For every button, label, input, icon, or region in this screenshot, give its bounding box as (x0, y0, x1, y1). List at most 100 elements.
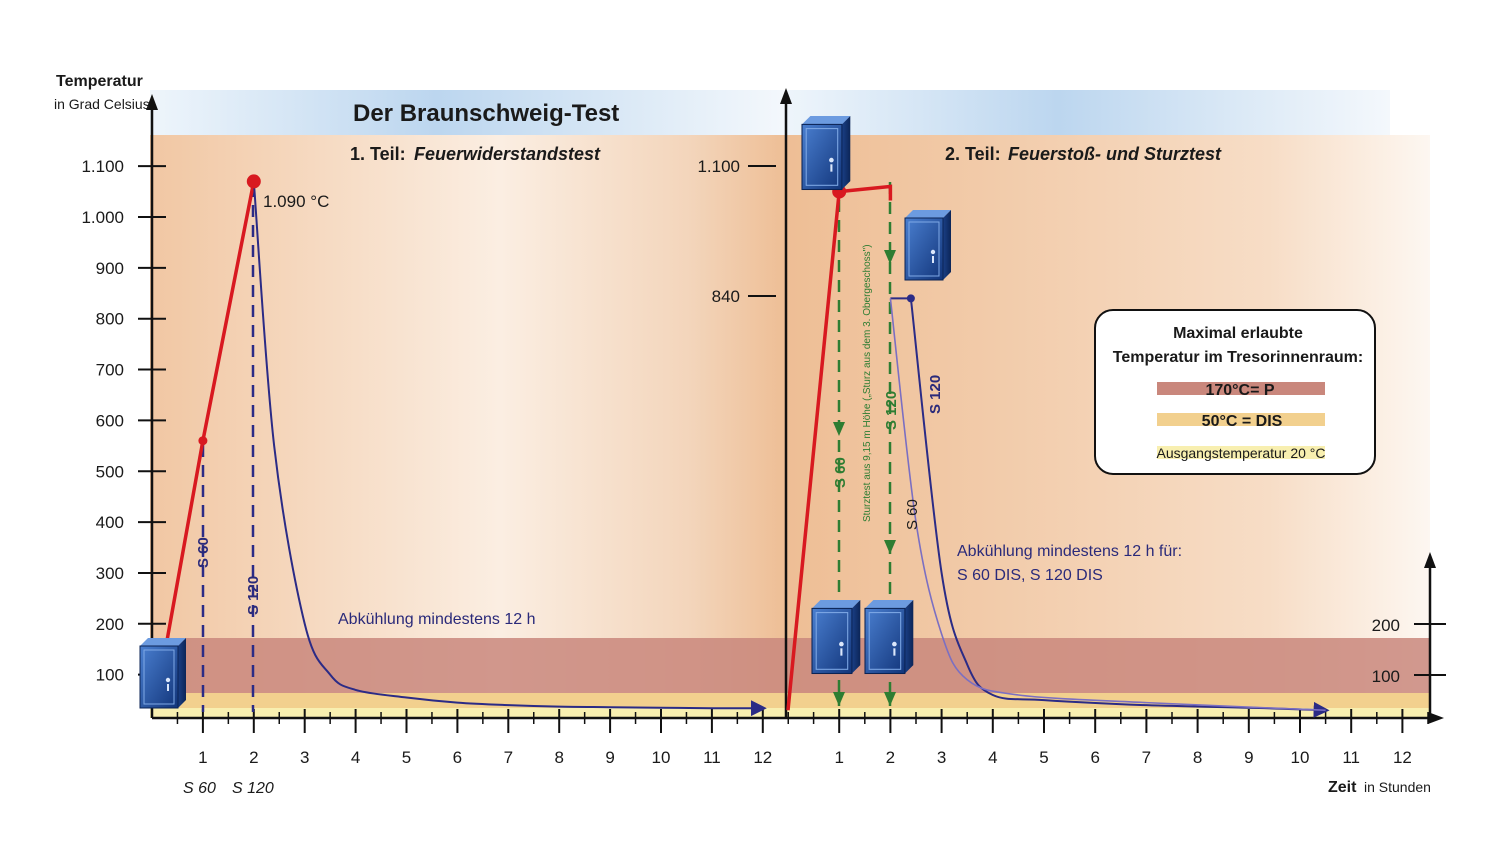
x-sublabel-s120: S 120 (232, 780, 274, 797)
x-axis-label: Zeit (1328, 779, 1357, 796)
x-tick-label: 8 (554, 748, 563, 767)
x-tick-label: 6 (453, 748, 462, 767)
part1-point-peak (246, 174, 261, 189)
drop-arrow-s120-mid2 (884, 540, 896, 554)
legend-p-label: 170°C= P (1205, 382, 1274, 399)
drop-arrow-s60-mid (833, 422, 845, 436)
y-axis-unit: in Grad Celsius (54, 96, 150, 112)
drop-note: Sturztest aus 9,15 m Höhe („Sturz aus de… (862, 244, 873, 522)
y-tick-840-part2: 840 (712, 287, 740, 306)
cooling-annotation-part2-line1: Abkühlung mindestens 12 h für: (957, 543, 1182, 560)
legend-title-1: Maximal erlaubte (1173, 325, 1303, 342)
x-tick-label: 5 (402, 748, 411, 767)
drop-label-s120: S 120 (883, 391, 900, 430)
y-tick-label: 200 (96, 615, 124, 634)
x-tick-label: 8 (1193, 748, 1202, 767)
x-tick-label: 7 (504, 748, 513, 767)
x-tick-label: 2 (249, 748, 258, 767)
drop-arrow-s120-bottom (884, 692, 896, 706)
peak-annotation: 1.090 °C (263, 192, 329, 211)
s120-vertical-label: S 120 (245, 576, 262, 615)
x-tick-label: 1 (198, 748, 207, 767)
axes (150, 95, 1432, 720)
y-tick-label: 700 (96, 361, 124, 380)
y-tick-label: 900 (96, 259, 124, 278)
x-tick-label: 2 (886, 748, 895, 767)
safe-icon (811, 600, 861, 675)
part1-point-s60 (198, 436, 208, 446)
s60-vertical-label: S 60 (195, 537, 212, 568)
legend-base-label: Ausgangstemperatur 20 °C (1156, 445, 1325, 461)
safe-icon (139, 638, 186, 709)
y-tick-label: 100 (96, 666, 124, 685)
legend-dis-label: 50°C = DIS (1202, 413, 1283, 430)
y-ticks-right (1414, 623, 1446, 676)
part1-prefix: 1. Teil: (350, 144, 406, 164)
drop-arrow-s120-mid (884, 250, 896, 264)
x-sublabel-s60: S 60 (183, 780, 216, 797)
right-axis-arrow (1424, 552, 1436, 568)
x-tick-label: 9 (605, 748, 614, 767)
x-tick-label: 11 (703, 748, 721, 767)
y-tick-label: 1.100 (81, 157, 124, 176)
x-axis-unit: in Stunden (1364, 779, 1431, 795)
safe-icon (904, 210, 951, 281)
band-base (150, 708, 1430, 718)
cooling-label-s60: S 60 (904, 499, 921, 530)
x-tick-label: 10 (652, 748, 671, 767)
mid-axis-arrow (780, 88, 792, 104)
cooling-annotation-part1: Abkühlung mindestens 12 h (338, 611, 535, 628)
cooling-annotation-part2-line2: S 60 DIS, S 120 DIS (957, 567, 1103, 584)
safe-icon (864, 600, 914, 675)
legend-swatch-base (1157, 446, 1325, 459)
part1-name: Feuerwiderstandstest (414, 144, 601, 164)
x-tick-label: 10 (1291, 748, 1310, 767)
y-tick-label: 400 (96, 513, 124, 532)
x-tick-label: 11 (1342, 748, 1360, 767)
part2-cooling-curve-s60 (889, 298, 1326, 712)
sky-band-left (150, 90, 786, 135)
x-tick-label: 4 (988, 748, 997, 767)
x-ticks: 1 2 3 4 5 6 7 8 9 10 11 12 1 2 3 4 5 6 7 8 9 10 11 12 (198, 709, 1412, 767)
legend-swatch-dis (1157, 413, 1325, 426)
x-tick-label: 12 (1393, 748, 1412, 767)
y-ticks-left: 100 200 300 400 500 600 700 800 900 1.000 1.100 (81, 157, 166, 685)
x-minor-ticks (176, 712, 1429, 724)
y-tick-label: 800 (96, 310, 124, 329)
legend-title-2: Temperatur im Tresorinnenraum: (1113, 349, 1363, 366)
x-tick-label: 3 (937, 748, 946, 767)
x-axis-arrow (1428, 712, 1444, 724)
x-tick-label: 5 (1039, 748, 1048, 767)
cooling-label-s120: S 120 (927, 375, 944, 414)
legend-box: Maximal erlaubte Temperatur im Tresorinn… (1094, 309, 1376, 475)
part2-heat-curve (786, 184, 893, 711)
x-tick-label: 3 (300, 748, 309, 767)
x-tick-label: 9 (1244, 748, 1253, 767)
y-tick-label: 600 (96, 411, 124, 430)
y-tick-100-right: 100 (1372, 667, 1400, 686)
part2-point-840 (906, 294, 915, 303)
y-ticks-part2 (748, 165, 776, 297)
part2-name: Feuerstoß- und Sturztest (1008, 144, 1222, 164)
drop-label-s60: S 60 (832, 457, 849, 488)
y-tick-label: 300 (96, 564, 124, 583)
y-axis-arrow (146, 94, 158, 110)
plot-bg-left (150, 135, 786, 718)
x-tick-label: 1 (834, 748, 843, 767)
sky-band-right (786, 90, 1390, 135)
x-tick-label: 7 (1142, 748, 1151, 767)
y-axis-label: Temperatur (56, 73, 143, 90)
x-tick-label: 12 (753, 748, 772, 767)
x-tick-label: 4 (351, 748, 360, 767)
legend-swatch-p (1157, 382, 1325, 395)
y-tick-1100-part2: 1.100 (697, 157, 740, 176)
safe-icon (801, 116, 851, 191)
chart-title: Der Braunschweig-Test (353, 100, 619, 127)
part1-cooling-curve (252, 181, 767, 717)
y-tick-label: 500 (96, 462, 124, 481)
drop-arrow-s60-bottom (833, 692, 845, 706)
part2-prefix: 2. Teil: (945, 144, 1001, 164)
part2-cooling-curve-s120 (890, 297, 1330, 718)
y-tick-200-right: 200 (1372, 616, 1400, 635)
